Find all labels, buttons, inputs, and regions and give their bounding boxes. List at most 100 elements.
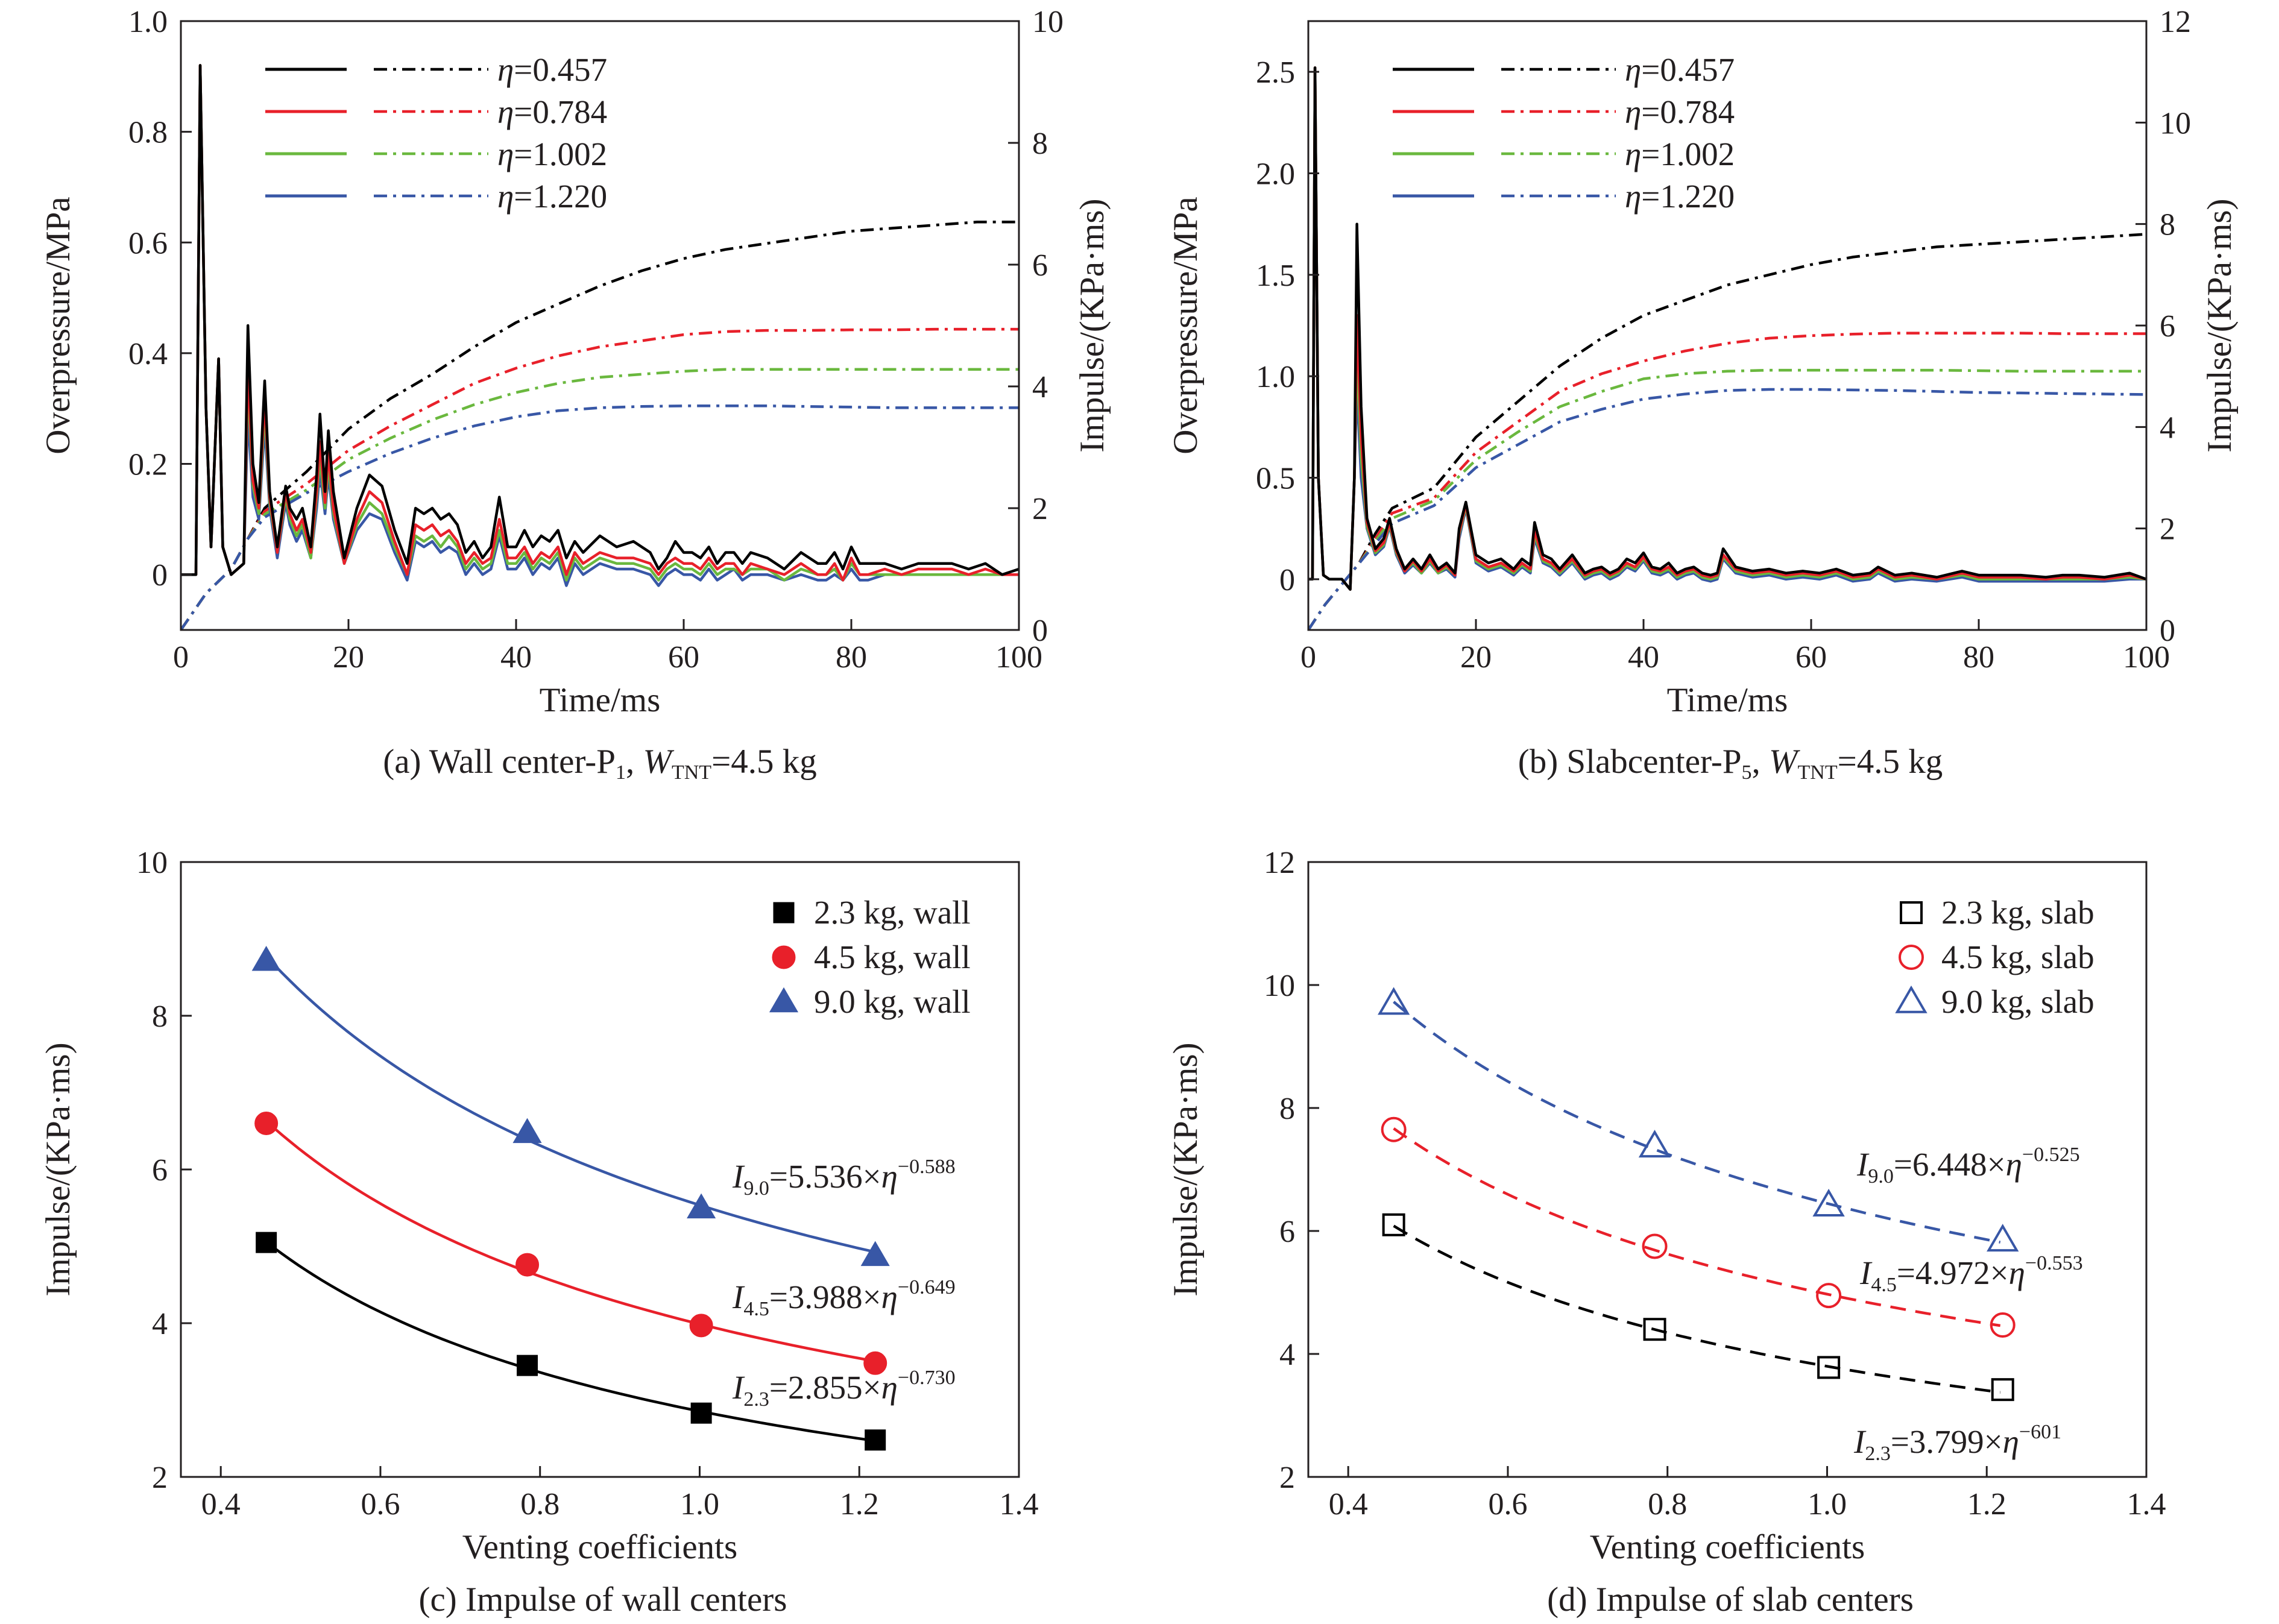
legend-label: η=1.002 [497, 136, 607, 172]
fit-equation: I4.5=3.988×η−0.649 [732, 1276, 956, 1320]
y2-tick-label: 0 [1032, 614, 1048, 648]
data-point [865, 1429, 886, 1451]
plot-frame [180, 20, 1020, 631]
panel-d-impulse-slab: 0.4 0.6 0.8 1.0 1.2 1.4 Venting coefficients 2 4… [1167, 846, 2166, 1566]
x-axis-label: Venting coefficients [1590, 1528, 1865, 1566]
y-tick-label: 8 [152, 999, 168, 1034]
legend-label: 2.3 kg, wall [814, 894, 971, 931]
y-tick-label: 0.6 [128, 226, 168, 260]
x-tick-label: 0.6 [1488, 1487, 1527, 1522]
y2-tick-label: 8 [1032, 127, 1048, 161]
data-point [1817, 1356, 1841, 1379]
data-point [1381, 1116, 1407, 1142]
data-point [1987, 1224, 2019, 1252]
x-tick-label: 20 [1460, 640, 1492, 675]
fit-equation: I4.5=4.972×η−0.553 [1859, 1252, 2083, 1296]
x-tick-label: 1.4 [2127, 1487, 2166, 1522]
legend-label: η=0.457 [1625, 51, 1735, 88]
data-point [254, 1112, 279, 1135]
data-point [1638, 1130, 1671, 1158]
y-tick-label: 12 [1264, 846, 1295, 880]
impulse-line-eta-1.002 [181, 368, 1019, 630]
y-tick-label: 0 [152, 558, 168, 593]
legend-label: η=0.784 [497, 93, 607, 130]
caption-b: (b) Slabcenter-P5, WTNT=4.5 kg [1518, 743, 1943, 784]
y2-tick-label: 12 [2160, 5, 2191, 39]
y-tick-label: 10 [1264, 969, 1295, 1003]
data-point [860, 1241, 890, 1267]
data-point [517, 1355, 538, 1376]
caption-d: (d) Impulse of slab centers [1547, 1581, 1914, 1619]
y2-tick-label: 10 [1032, 5, 1064, 39]
y-axis-label: Impulse/(KPa·ms) [1167, 1042, 1205, 1296]
fit-curve-9-0-kg-slab [1393, 1001, 2001, 1244]
data-point [256, 1232, 277, 1253]
data-point [251, 946, 281, 971]
fit-curve-2-3-kg-wall [265, 1241, 874, 1442]
y2-tick-label: 8 [2160, 208, 2175, 242]
legend-label: η=1.220 [497, 178, 607, 215]
fit-equation: I2.3=2.855×η−0.730 [732, 1367, 956, 1411]
y-tick-label: 0.4 [128, 337, 168, 371]
legend-marker [1899, 945, 1924, 970]
legend-label: 4.5 kg, wall [814, 939, 971, 975]
x-tick-label: 80 [1963, 640, 1994, 675]
y2-tick-label: 4 [2160, 411, 2175, 445]
legend: 2.3 kg, slab 4.5 kg, slab 9.0 kg, slab [1895, 894, 2095, 1020]
y-tick-label: 6 [1279, 1215, 1295, 1249]
y-tick-label: 4 [1279, 1338, 1295, 1372]
y-tick-label: 0.8 [128, 116, 168, 150]
plot-area [1308, 66, 2146, 630]
x-tick-label: 60 [1795, 640, 1827, 675]
x-axis-label: Time/ms [540, 681, 661, 719]
x-tick-label: 1.0 [1808, 1487, 1847, 1522]
x-tick-label: 100 [995, 640, 1042, 675]
y-tick-label: 6 [152, 1153, 168, 1188]
legend-label: 2.3 kg, slab [1941, 894, 2095, 931]
y-tick-label: 0.5 [1256, 462, 1295, 496]
panel-c-impulse-wall: 0.4 0.6 0.8 1.0 1.2 1.4 Venting coefficients 2 4… [39, 846, 1039, 1566]
y2-axis-label: Impulse/(KPa·ms) [1073, 198, 1111, 452]
legend-label: 9.0 kg, wall [814, 983, 971, 1020]
y2-tick-label: 6 [1032, 248, 1048, 283]
fit-curve-4-5-kg-slab [1393, 1127, 2001, 1327]
x-tick-label: 1.2 [840, 1487, 879, 1522]
x-tick-label: 0.6 [361, 1487, 400, 1522]
x-tick-label: 0 [1300, 640, 1316, 675]
caption-c: (c) Impulse of wall centers [419, 1581, 787, 1619]
legend-marker [769, 987, 799, 1013]
x-tick-label: 0.4 [1329, 1487, 1368, 1522]
x-tick-label: 80 [836, 640, 867, 675]
x-tick-label: 0.8 [520, 1487, 560, 1522]
impulse-line-eta-0.784 [181, 327, 1019, 630]
data-point [515, 1253, 540, 1277]
overpressure-line-eta-0.784 [1308, 66, 2146, 591]
y-tick-label: 1.0 [128, 5, 168, 39]
fit-curve-2-3-kg-slab [1393, 1224, 2000, 1394]
impulse-line-eta-0.784 [1308, 332, 2146, 630]
data-point [1378, 987, 1410, 1015]
y2-tick-label: 0 [2160, 614, 2175, 648]
legend-label: η=1.220 [1625, 178, 1735, 215]
overpressure-line-eta-0.457 [181, 64, 1019, 576]
data-point [863, 1351, 887, 1375]
y2-tick-label: 2 [1032, 492, 1048, 526]
x-tick-label: 0.4 [201, 1487, 241, 1522]
legend-label: 4.5 kg, slab [1941, 939, 2095, 975]
fit-equation: I2.3=3.799×η−601 [1853, 1421, 2061, 1465]
data-point [512, 1118, 542, 1144]
plot-area [181, 64, 1019, 630]
data-point [689, 1314, 713, 1338]
impulse-line-eta-0.457 [181, 221, 1019, 630]
y-tick-label: 0.2 [128, 448, 168, 482]
impulse-line-eta-1.220 [181, 404, 1019, 630]
panel-b-overpressure-slab: 0 20 40 60 80 100Time/ms00.51.01.52.02.5Overp… [1167, 5, 2239, 719]
x-tick-label: 1.2 [1967, 1487, 2006, 1522]
impulse-line-eta-0.457 [1308, 233, 2146, 630]
impulse-line-eta-1.002 [1308, 368, 2146, 630]
y2-axis-label: Impulse/(KPa·ms) [2201, 198, 2239, 452]
x-tick-label: 40 [1628, 640, 1659, 675]
y-tick-label: 2 [152, 1461, 168, 1495]
data-point [690, 1402, 712, 1424]
data-point [1812, 1189, 1845, 1216]
